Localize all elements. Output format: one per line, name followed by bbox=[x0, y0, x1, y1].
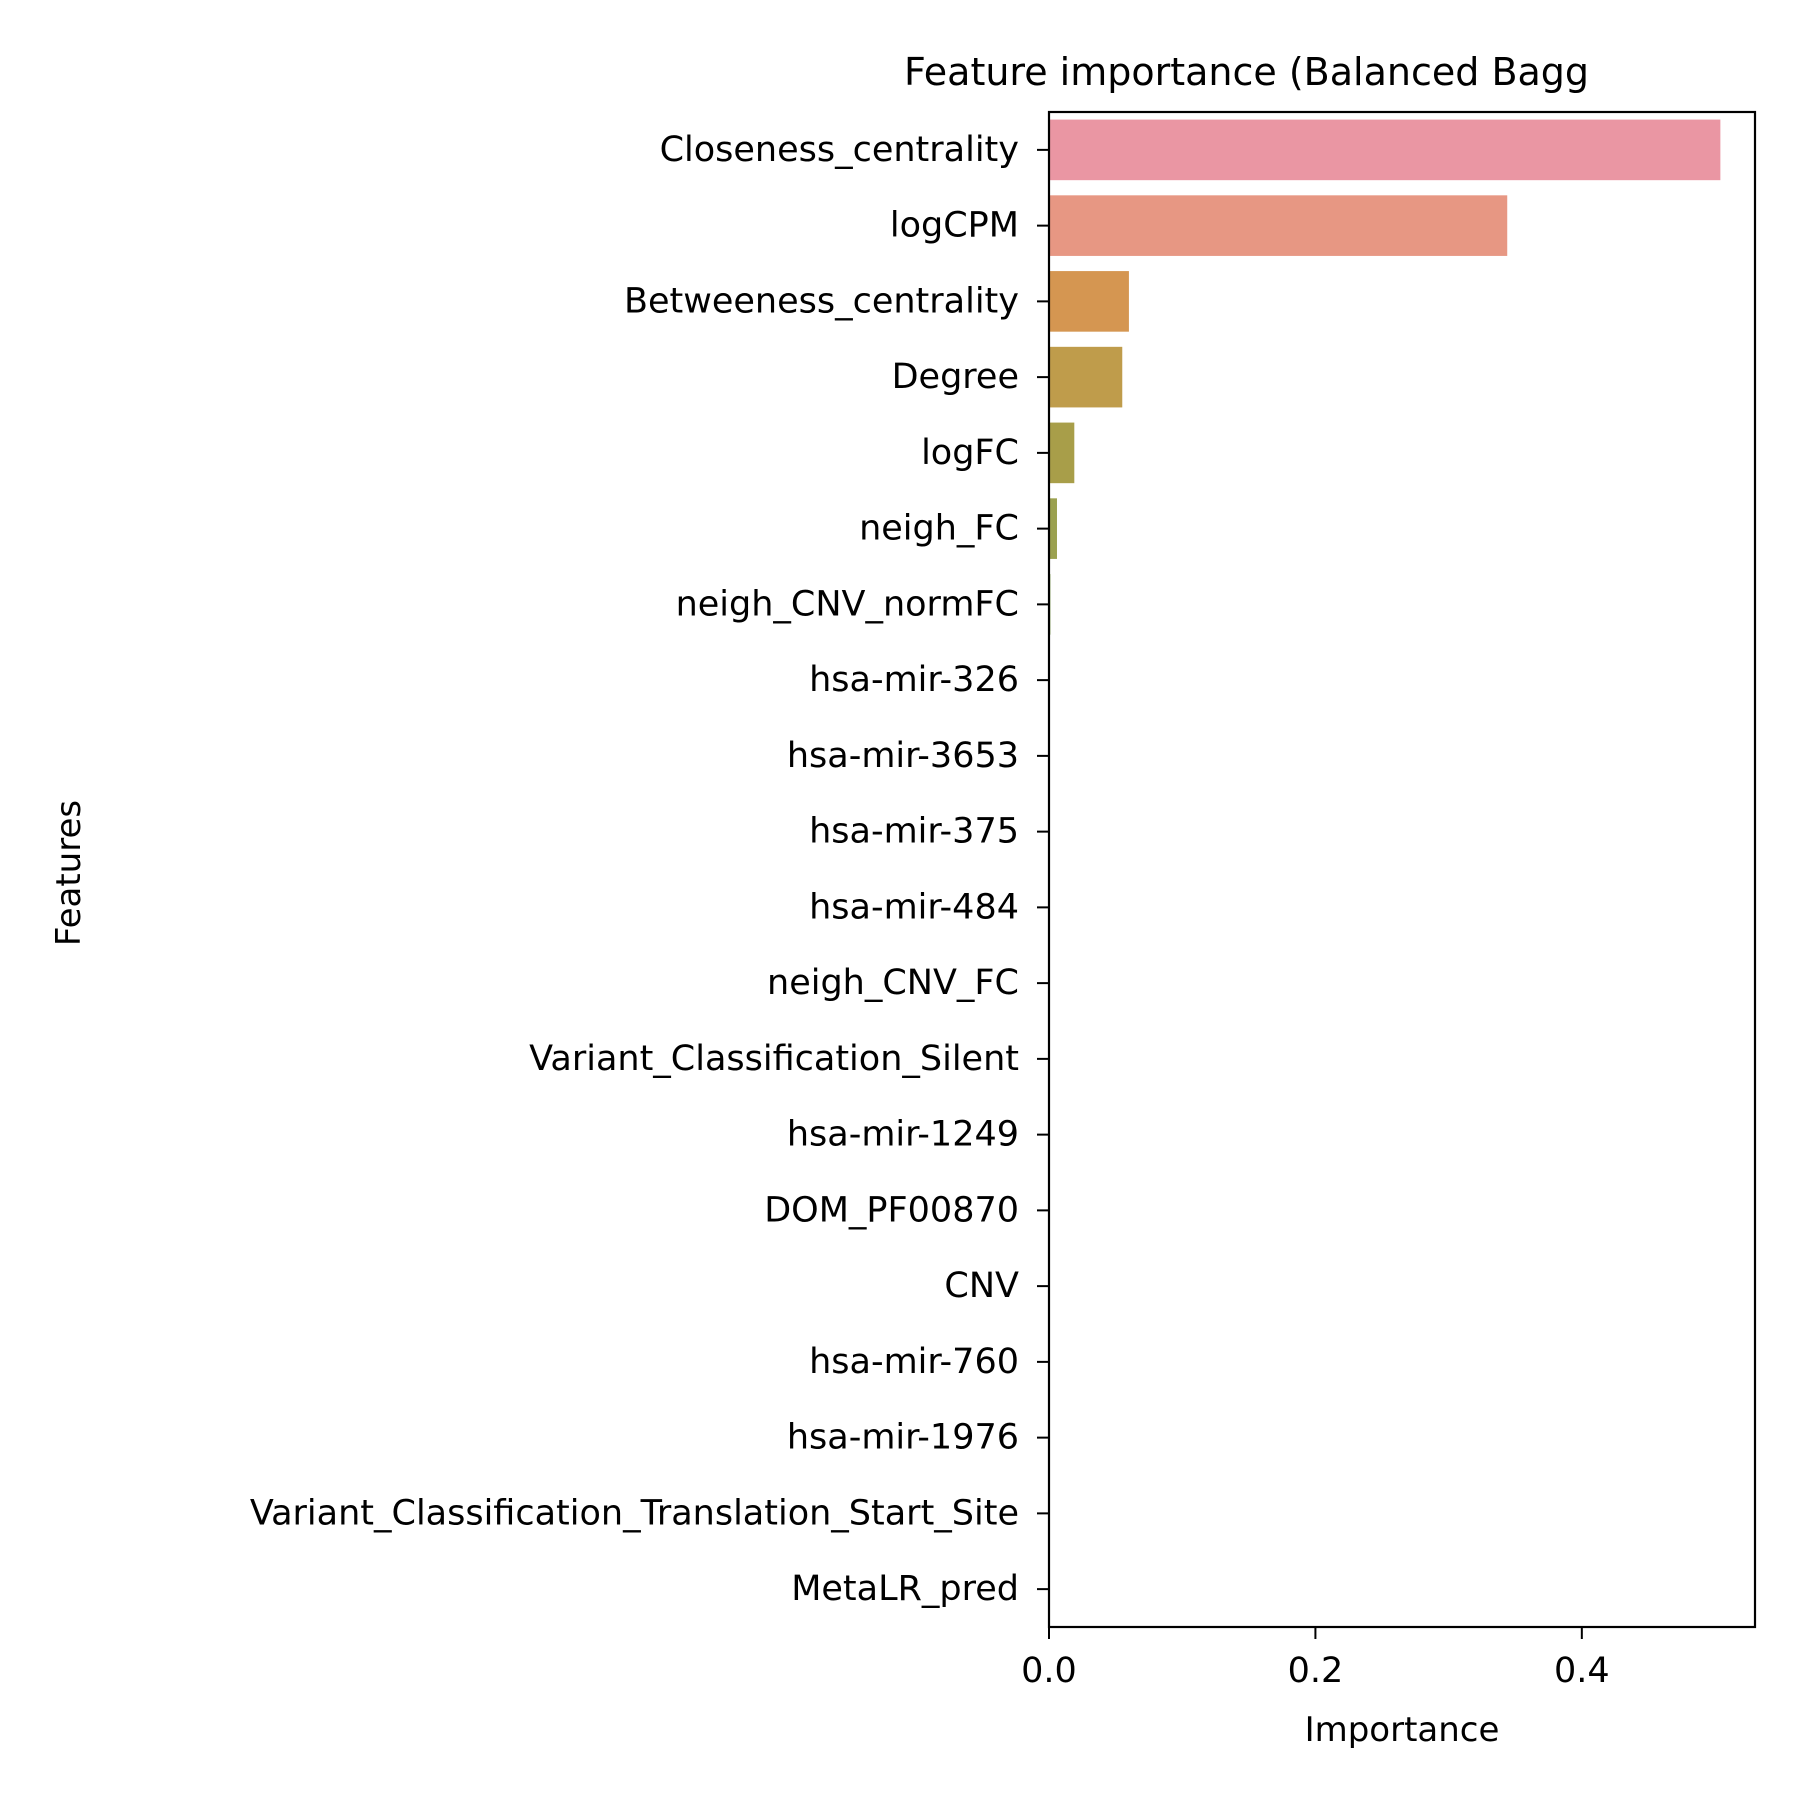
y-axis-ticks: Closeness_centrality logCPM Betweeness_cen… bbox=[250, 130, 1049, 1609]
bars-group bbox=[1049, 119, 1721, 635]
y-tick-label-hsa-mir-3653: hsa-mir-3653 bbox=[787, 736, 1019, 776]
y-tick-label-hsa-mir-375: hsa-mir-375 bbox=[809, 812, 1019, 852]
y-tick-label-closeness-centrality: Closeness_centrality bbox=[660, 130, 1019, 170]
x-axis-label: Importance bbox=[1305, 1710, 1500, 1750]
y-tick-label-hsa-mir-484: hsa-mir-484 bbox=[809, 887, 1019, 927]
y-axis-label: Features bbox=[49, 800, 89, 946]
y-tick-label-variant-classification-translation-start-site: Variant_Classification_Translation_Start… bbox=[250, 1493, 1019, 1533]
y-tick-label-variant-classification-silent: Variant_Classification_Silent bbox=[529, 1039, 1019, 1079]
y-tick-label-neigh-fc: neigh_FC bbox=[859, 509, 1019, 549]
bar-closeness-centrality bbox=[1049, 119, 1721, 181]
x-tick-label: 0.4 bbox=[1554, 1651, 1610, 1691]
y-tick-label-hsa-mir-760: hsa-mir-760 bbox=[809, 1342, 1019, 1382]
y-tick-label-logfc: logFC bbox=[921, 433, 1019, 473]
y-tick-label-cnv: CNV bbox=[944, 1266, 1019, 1306]
bar-logcpm bbox=[1049, 195, 1508, 256]
y-tick-label-logcpm: logCPM bbox=[890, 206, 1019, 246]
y-tick-label-betweeness-centrality: Betweeness_centrality bbox=[624, 281, 1019, 321]
bar-neigh-fc bbox=[1049, 498, 1057, 559]
y-tick-label-hsa-mir-326: hsa-mir-326 bbox=[809, 660, 1019, 700]
y-tick-label-hsa-mir-1249: hsa-mir-1249 bbox=[787, 1115, 1019, 1155]
y-tick-label-hsa-mir-1976: hsa-mir-1976 bbox=[787, 1418, 1019, 1458]
x-tick-label: 0.0 bbox=[1021, 1651, 1077, 1691]
x-tick-label: 0.2 bbox=[1288, 1651, 1344, 1691]
y-tick-label-degree: Degree bbox=[892, 357, 1019, 397]
bar-degree bbox=[1049, 346, 1123, 408]
x-axis-ticks: 0.0 0.2 0.4 bbox=[1021, 1627, 1610, 1691]
y-tick-label-metalr-pred: MetaLR_pred bbox=[791, 1569, 1019, 1609]
bar-betweeness-centrality bbox=[1049, 271, 1129, 332]
y-tick-label-neigh-cnv-normfc: neigh_CNV_normFC bbox=[676, 584, 1019, 624]
plot-area-frame bbox=[1047, 110, 1757, 1629]
y-tick-label-neigh-cnv-fc: neigh_CNV_FC bbox=[767, 963, 1019, 1003]
y-tick-label-dom-pf00870: DOM_PF00870 bbox=[764, 1190, 1019, 1230]
chart-title: Feature importance (Balanced Bagg bbox=[904, 50, 1589, 94]
bar-logfc bbox=[1049, 422, 1075, 484]
